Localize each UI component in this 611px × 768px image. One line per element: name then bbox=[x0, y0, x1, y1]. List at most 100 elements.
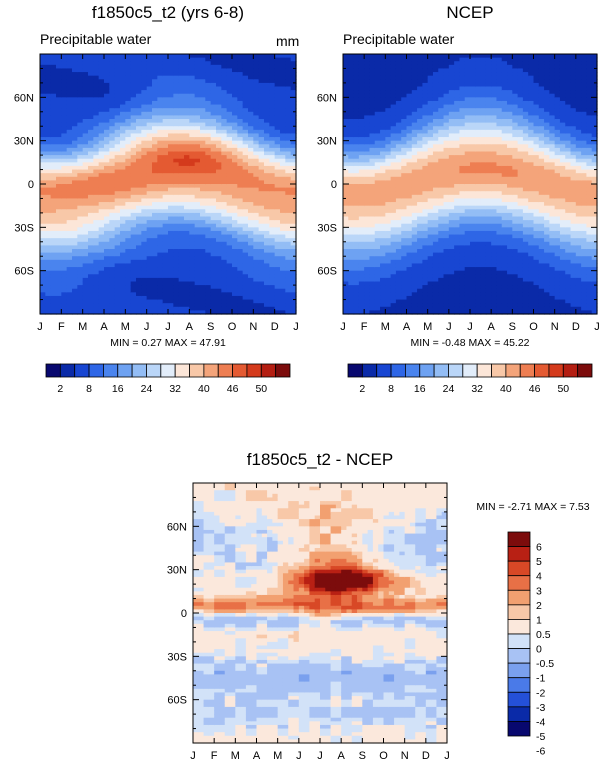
heatmap-cell bbox=[221, 299, 228, 304]
heatmap-cell bbox=[184, 270, 190, 275]
heatmap-cell bbox=[157, 270, 164, 275]
heatmap-cell bbox=[66, 256, 73, 261]
heatmap-cell bbox=[98, 292, 105, 297]
heatmap-cell bbox=[162, 147, 169, 153]
heatmap-cell bbox=[141, 61, 148, 66]
heatmap-cell bbox=[210, 249, 217, 254]
heatmap-cell bbox=[184, 223, 190, 228]
heatmap-cell bbox=[93, 303, 100, 308]
heatmap-cell bbox=[274, 79, 281, 84]
heatmap-cell bbox=[146, 119, 153, 124]
heatmap-cell bbox=[237, 111, 244, 116]
heatmap-cell bbox=[40, 230, 46, 236]
heatmap-cell bbox=[411, 249, 418, 254]
heatmap-cell bbox=[120, 147, 126, 153]
heatmap-cell bbox=[205, 155, 212, 160]
heatmap-cell bbox=[358, 90, 365, 95]
heatmap-cell bbox=[216, 119, 222, 124]
heatmap-cell bbox=[406, 230, 413, 236]
heatmap-cell bbox=[184, 61, 190, 66]
heatmap-cell bbox=[380, 61, 386, 66]
heatmap-cell bbox=[285, 259, 292, 265]
heatmap-cell bbox=[417, 270, 423, 275]
heatmap-cell bbox=[120, 306, 126, 311]
heatmap-cell bbox=[232, 158, 238, 163]
heatmap-cell bbox=[417, 245, 423, 250]
heatmap-cell bbox=[232, 140, 238, 145]
heatmap-cell bbox=[125, 249, 132, 254]
heatmap-cell bbox=[374, 54, 381, 59]
heatmap-cell bbox=[200, 194, 206, 200]
heatmap-cell bbox=[348, 310, 355, 315]
heatmap-cell bbox=[77, 187, 84, 192]
heatmap-cell bbox=[390, 281, 397, 286]
heatmap-cell bbox=[72, 151, 78, 156]
heatmap-cell bbox=[168, 108, 174, 113]
heatmap-cell bbox=[395, 187, 402, 192]
heatmap-cell bbox=[200, 155, 206, 160]
heatmap-cell bbox=[258, 54, 265, 59]
heatmap-cell bbox=[348, 241, 355, 246]
heatmap-cell bbox=[93, 147, 100, 153]
heatmap-cell bbox=[173, 184, 180, 189]
heatmap-cell bbox=[264, 252, 270, 257]
heatmap-cell bbox=[50, 288, 57, 293]
heatmap-cell bbox=[280, 57, 286, 62]
heatmap-cell bbox=[242, 165, 249, 171]
heatmap-cell bbox=[130, 267, 137, 272]
heatmap-cell bbox=[401, 205, 408, 210]
heatmap-cell bbox=[82, 198, 89, 203]
heatmap-cell bbox=[226, 162, 233, 167]
heatmap-cell bbox=[432, 234, 439, 239]
heatmap-cell bbox=[72, 180, 78, 185]
heatmap-cell bbox=[269, 267, 276, 272]
heatmap-cell bbox=[178, 285, 185, 290]
heatmap-cell bbox=[374, 93, 381, 98]
heatmap-cell bbox=[40, 223, 46, 228]
heatmap-cell bbox=[221, 147, 228, 153]
heatmap-cell bbox=[374, 270, 381, 275]
heatmap-cell bbox=[443, 245, 450, 250]
heatmap-cell bbox=[258, 256, 265, 261]
heatmap-cell bbox=[264, 144, 270, 149]
heatmap-cell bbox=[417, 288, 423, 293]
heatmap-cell bbox=[40, 227, 46, 232]
heatmap-cell bbox=[264, 165, 270, 171]
heatmap-cell bbox=[210, 57, 217, 62]
heatmap-cell bbox=[66, 129, 73, 135]
heatmap-cell bbox=[427, 194, 434, 200]
heatmap-cell bbox=[216, 126, 222, 131]
heatmap-cell bbox=[242, 119, 249, 124]
heatmap-cell bbox=[242, 281, 249, 286]
heatmap-cell bbox=[45, 147, 52, 153]
heatmap-cell bbox=[285, 169, 292, 174]
heatmap-cell bbox=[237, 299, 244, 304]
heatmap-cell bbox=[432, 151, 439, 156]
heatmap-cell bbox=[40, 137, 46, 142]
heatmap-cell bbox=[422, 133, 429, 138]
heatmap-cell bbox=[374, 209, 381, 214]
heatmap-cell bbox=[61, 72, 68, 77]
heatmap-cell bbox=[401, 220, 408, 225]
heatmap-cell bbox=[226, 151, 233, 156]
heatmap-cell bbox=[237, 230, 244, 236]
heatmap-cell bbox=[136, 169, 142, 174]
heatmap-cell bbox=[184, 306, 190, 311]
heatmap-cell bbox=[248, 267, 254, 272]
heatmap-cell bbox=[417, 184, 423, 189]
heatmap-cell bbox=[390, 158, 397, 163]
heatmap-cell bbox=[432, 299, 439, 304]
heatmap-cell bbox=[348, 259, 355, 265]
heatmap-cell bbox=[141, 295, 148, 301]
heatmap-cell bbox=[200, 288, 206, 293]
heatmap-cell bbox=[93, 180, 100, 185]
heatmap-cell bbox=[104, 126, 110, 131]
heatmap-cell bbox=[264, 230, 270, 236]
heatmap-cell bbox=[274, 155, 281, 160]
heatmap-cell bbox=[50, 209, 57, 214]
heatmap-cell bbox=[189, 68, 196, 73]
heatmap-cell bbox=[401, 129, 408, 135]
heatmap-cell bbox=[98, 122, 105, 127]
heatmap-cell bbox=[343, 82, 349, 88]
heatmap-cell bbox=[184, 137, 190, 142]
